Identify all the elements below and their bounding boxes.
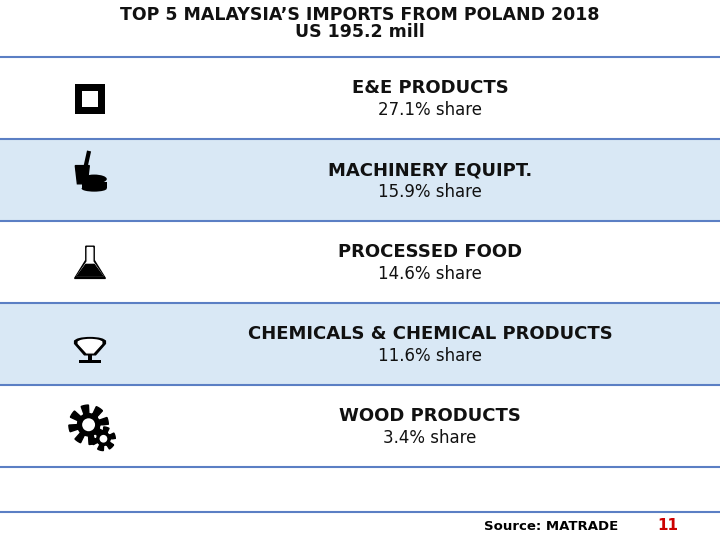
Text: 27.1% share: 27.1% share: [378, 101, 482, 119]
FancyBboxPatch shape: [75, 91, 78, 94]
FancyBboxPatch shape: [102, 104, 105, 107]
Text: TOP 5 MALAYSIA’S IMPORTS FROM POLAND 2018: TOP 5 MALAYSIA’S IMPORTS FROM POLAND 201…: [120, 6, 600, 24]
Text: 11.6% share: 11.6% share: [378, 347, 482, 365]
FancyBboxPatch shape: [0, 140, 720, 222]
Circle shape: [99, 435, 107, 443]
Text: 14.6% share: 14.6% share: [378, 265, 482, 283]
FancyBboxPatch shape: [102, 97, 105, 100]
FancyBboxPatch shape: [94, 110, 98, 114]
Text: MACHINERY EQUIPT.: MACHINERY EQUIPT.: [328, 161, 532, 179]
Text: 3.4% share: 3.4% share: [383, 429, 477, 447]
Ellipse shape: [81, 185, 107, 192]
FancyBboxPatch shape: [82, 84, 86, 88]
FancyBboxPatch shape: [78, 360, 102, 363]
FancyBboxPatch shape: [0, 386, 720, 468]
Wedge shape: [245, 149, 332, 348]
FancyBboxPatch shape: [81, 182, 107, 188]
Circle shape: [82, 418, 95, 431]
FancyBboxPatch shape: [75, 104, 78, 107]
Text: CHEMICALS & CHEMICAL PRODUCTS: CHEMICALS & CHEMICAL PRODUCTS: [248, 325, 613, 343]
FancyBboxPatch shape: [75, 97, 78, 100]
Polygon shape: [69, 405, 108, 444]
Circle shape: [310, 135, 550, 375]
Ellipse shape: [75, 337, 105, 345]
Polygon shape: [77, 248, 103, 276]
FancyBboxPatch shape: [89, 84, 91, 88]
Polygon shape: [75, 341, 105, 355]
FancyBboxPatch shape: [0, 58, 720, 140]
FancyBboxPatch shape: [88, 354, 92, 360]
Polygon shape: [77, 265, 103, 276]
Text: Source: MATRADE: Source: MATRADE: [484, 519, 618, 532]
FancyBboxPatch shape: [94, 84, 98, 88]
Polygon shape: [91, 427, 115, 450]
FancyBboxPatch shape: [81, 91, 99, 107]
Text: WOOD PRODUCTS: WOOD PRODUCTS: [339, 407, 521, 425]
Text: 15.9% share: 15.9% share: [378, 183, 482, 201]
Ellipse shape: [78, 339, 102, 345]
Wedge shape: [279, 70, 536, 186]
FancyBboxPatch shape: [82, 110, 86, 114]
Ellipse shape: [81, 174, 107, 184]
Polygon shape: [75, 246, 105, 279]
Wedge shape: [245, 70, 615, 440]
Text: US 195.2 mill: US 195.2 mill: [295, 23, 425, 41]
FancyBboxPatch shape: [0, 304, 720, 386]
Text: 11: 11: [657, 518, 678, 534]
FancyBboxPatch shape: [0, 222, 720, 304]
FancyBboxPatch shape: [89, 110, 91, 114]
Wedge shape: [507, 255, 615, 397]
FancyBboxPatch shape: [75, 84, 105, 114]
Text: PROCESSED FOOD: PROCESSED FOOD: [338, 243, 522, 261]
Polygon shape: [78, 342, 102, 353]
Wedge shape: [270, 315, 549, 440]
FancyBboxPatch shape: [102, 91, 105, 94]
Text: E&E PRODUCTS: E&E PRODUCTS: [351, 79, 508, 97]
Polygon shape: [76, 166, 89, 184]
